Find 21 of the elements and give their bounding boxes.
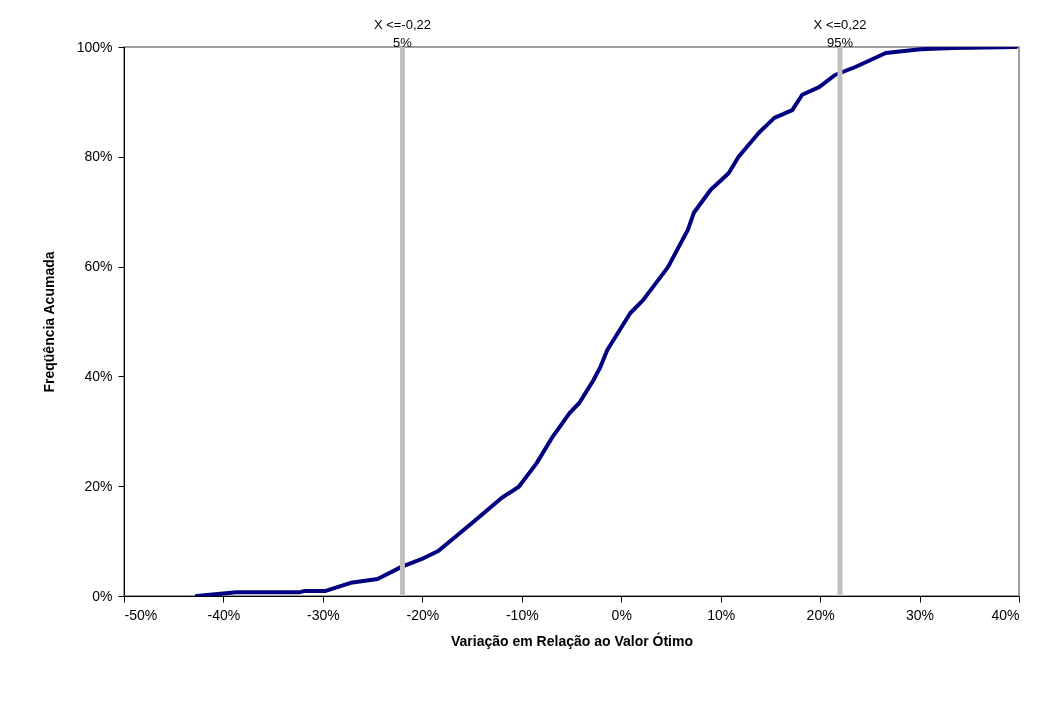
x-tick-label: 20%: [806, 606, 835, 623]
x-tick-label: 40%: [991, 606, 1020, 623]
y-tick-label: 40%: [84, 367, 113, 384]
x-tick-label: -50%: [124, 606, 158, 623]
x-tick-label: -20%: [406, 606, 440, 623]
x-tick-label: 0%: [611, 606, 632, 623]
x-tick-label: -40%: [207, 606, 241, 623]
y-axis-title: Freqüência Acumada: [40, 251, 57, 393]
line-series: [194, 47, 1019, 596]
y-tick-label: 100%: [76, 38, 113, 55]
x-tick-label: -10%: [505, 606, 539, 623]
y-tick-label: 20%: [84, 477, 113, 494]
y-tick-label: 80%: [84, 148, 113, 165]
x-tick-label: -30%: [307, 606, 340, 623]
x-tick-label: 30%: [906, 606, 935, 623]
ref-line-label: X <=0,22 95%: [813, 17, 867, 50]
ref-line-label: X <=-0,22 5%: [373, 17, 431, 50]
x-axis-title: Variação em Relação ao Valor Ótimo: [451, 631, 693, 649]
y-tick-label: 0%: [92, 587, 113, 604]
x-tick-label: 10%: [707, 606, 736, 623]
y-tick-label: 60%: [84, 258, 113, 275]
